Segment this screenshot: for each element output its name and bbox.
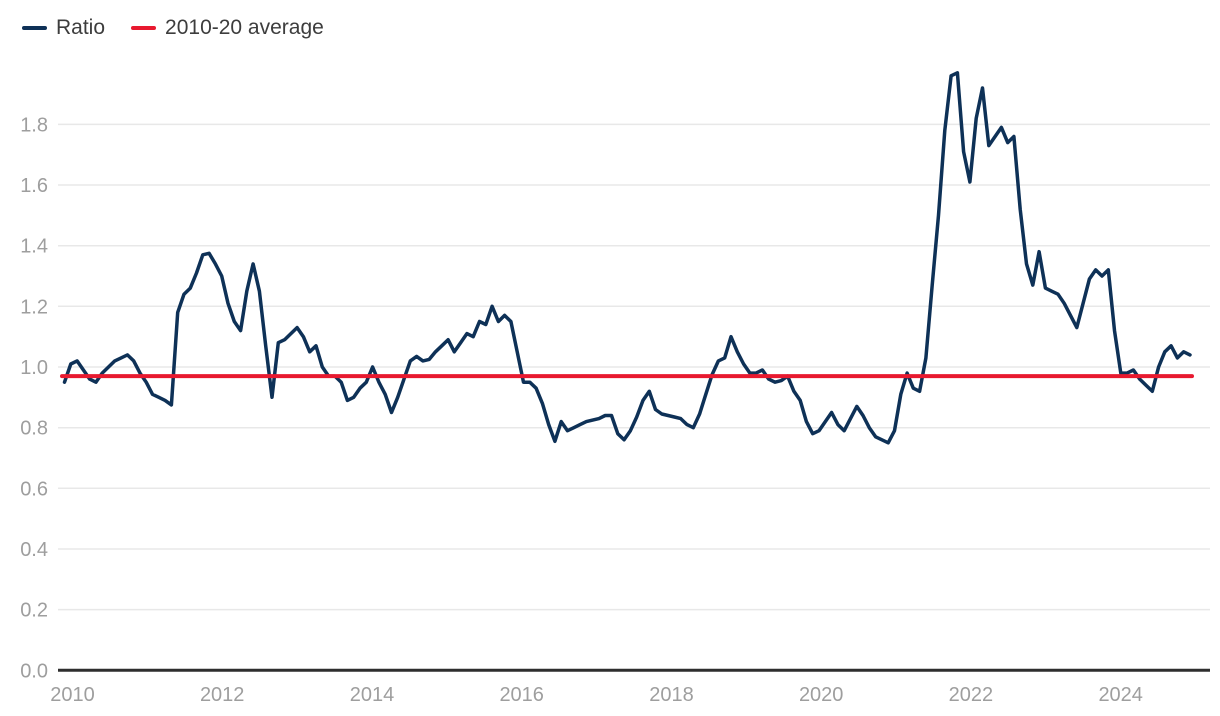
ratio-line-swatch-icon (22, 25, 47, 30)
y-axis-labels: 0.0 0.2 0.4 0.6 0.8 1.0 1.2 1.4 1.6 1.8 (20, 114, 48, 682)
y-tick-label: 1.0 (20, 357, 48, 379)
average-line-swatch-icon (131, 25, 157, 30)
gridlines (58, 123, 1210, 611)
ratio-line (62, 71, 1192, 445)
legend-label-ratio: Ratio (56, 16, 106, 39)
y-tick-label: 1.6 (20, 175, 48, 197)
y-tick-label: 1.8 (20, 114, 48, 136)
legend-item-average: 2010-20 average (131, 17, 324, 38)
y-tick-label: 0.4 (20, 539, 48, 561)
y-tick-label: 0.6 (20, 478, 48, 500)
x-tick-label: 2020 (799, 684, 844, 706)
x-tick-label: 2010 (50, 684, 95, 706)
x-axis-labels: 2010 2012 2014 2016 2018 2020 2022 2024 (50, 684, 1143, 706)
x-tick-label: 2016 (499, 684, 544, 706)
y-tick-label: 0.8 (20, 418, 48, 440)
y-tick-label: 0.0 (20, 660, 48, 682)
y-tick-label: 1.4 (20, 236, 48, 258)
y-tick-label: 1.2 (20, 296, 48, 318)
legend-label-average: 2010-20 average (165, 16, 324, 39)
x-tick-label: 2024 (1098, 684, 1143, 706)
x-tick-label: 2012 (200, 684, 245, 706)
y-tick-label: 0.2 (20, 600, 48, 622)
legend-item-ratio: Ratio (22, 17, 105, 38)
x-tick-label: 2022 (949, 684, 994, 706)
chart-legend: Ratio 2010-20 average (22, 17, 324, 38)
x-tick-label: 2014 (350, 684, 395, 706)
x-tick-label: 2018 (649, 684, 694, 706)
